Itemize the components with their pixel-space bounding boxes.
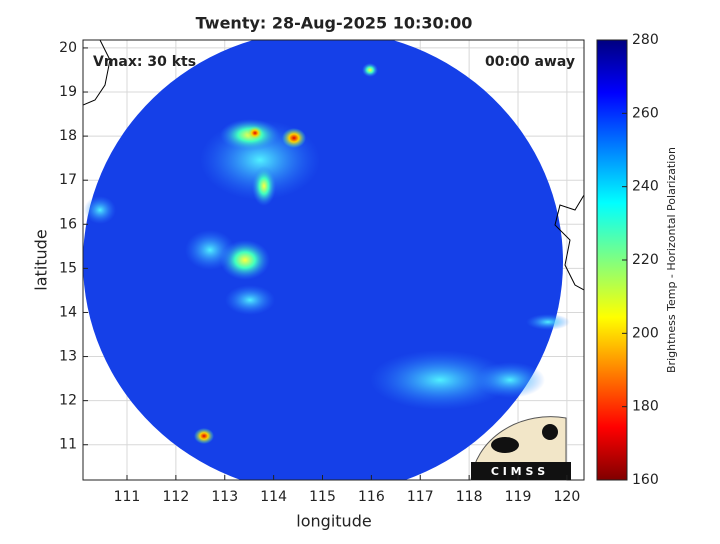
x-tick-label: 113	[211, 489, 238, 505]
cloud	[282, 128, 306, 148]
annotation: 00:00 away	[485, 54, 575, 70]
y-tick-label: 11	[59, 437, 77, 453]
cloud	[84, 196, 116, 224]
y-tick-label: 15	[59, 260, 77, 276]
cloud	[185, 230, 235, 270]
logo-bar	[471, 462, 571, 480]
colorbar-tick-label: 220	[632, 252, 659, 268]
x-tick-label: 118	[456, 489, 483, 505]
colorbar-tick-label: 160	[632, 472, 659, 488]
cloud	[362, 63, 378, 77]
satellite-swath	[83, 40, 584, 480]
x-tick-label: 120	[554, 489, 581, 505]
x-tick-label: 119	[505, 489, 532, 505]
cloud	[475, 362, 545, 398]
x-tick-label: 112	[163, 489, 190, 505]
colorbar-label: Brightness Temp - Horizontal Polarizatio…	[665, 147, 678, 373]
x-tick-label: 117	[407, 489, 434, 505]
x-tick-label: 115	[309, 489, 336, 505]
x-tick-label: 116	[358, 489, 385, 505]
cloud	[194, 428, 214, 444]
logo-tower	[542, 424, 558, 440]
coastline	[83, 40, 111, 106]
logo-text: C I M S S	[491, 465, 545, 478]
logo-dish	[491, 437, 519, 453]
logo: C I M S S	[470, 416, 571, 481]
x-tick-label: 114	[260, 489, 287, 505]
colorbar-tick-label: 180	[632, 399, 659, 415]
y-axis-label: latitude	[32, 229, 51, 290]
colorbar-tick-label: 260	[632, 105, 659, 121]
plot-frame	[82, 39, 585, 481]
annotation: Vmax: 30 kts	[93, 54, 196, 70]
chart-title: Twenty: 28-Aug-2025 10:30:00	[196, 14, 473, 33]
coastline	[554, 194, 584, 291]
y-tick-label: 13	[59, 349, 77, 365]
cloud	[252, 166, 276, 206]
y-tick-label: 12	[59, 393, 77, 409]
y-tick-label: 14	[59, 304, 77, 320]
x-axis-label: longitude	[296, 512, 371, 531]
x-tick-label: 111	[114, 489, 141, 505]
swath-disk	[83, 40, 563, 480]
y-tick-label: 17	[59, 172, 77, 188]
cloud	[526, 314, 570, 330]
cloud	[370, 350, 510, 410]
colorbar-tick-label: 200	[632, 325, 659, 341]
y-tick-label: 18	[59, 128, 77, 144]
y-tick-label: 20	[59, 40, 77, 56]
cloud	[247, 126, 263, 140]
colorbar-tick-label: 240	[632, 179, 659, 195]
cloud	[225, 285, 275, 315]
y-tick-label: 16	[59, 216, 77, 232]
y-tick-label: 19	[59, 84, 77, 100]
colorbar-tick-label: 280	[632, 32, 659, 48]
